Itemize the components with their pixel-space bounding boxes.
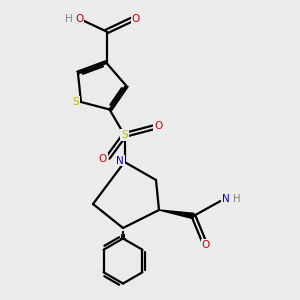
Text: O: O [154,121,163,131]
Text: N: N [116,155,124,166]
Text: O: O [75,14,84,24]
Text: S: S [72,97,79,107]
Text: O: O [98,154,107,164]
Text: S: S [121,130,128,140]
Text: H: H [233,194,241,205]
Text: O: O [201,239,210,250]
Text: O: O [131,14,140,25]
Text: N: N [222,194,230,204]
Text: H: H [64,14,72,24]
Polygon shape [159,210,194,219]
